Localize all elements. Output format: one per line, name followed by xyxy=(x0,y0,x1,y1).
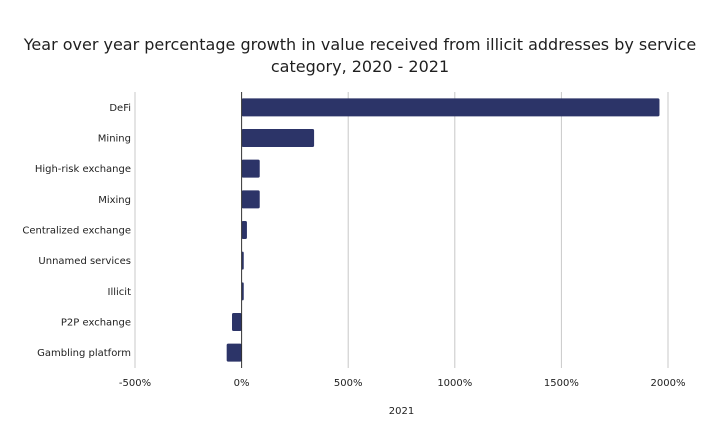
chart-title-line-2: category, 2020 - 2021 xyxy=(270,57,450,76)
x-tick-label: 0% xyxy=(234,378,250,389)
x-axis-label: 2021 xyxy=(389,406,414,417)
x-tick-label: 1000% xyxy=(437,378,472,389)
category-label: Mixing xyxy=(98,195,131,206)
category-label: DeFi xyxy=(109,103,131,114)
gridlines xyxy=(134,92,669,368)
bar xyxy=(232,313,242,331)
bars xyxy=(226,98,660,362)
chart-title: Year over year percentage growth in valu… xyxy=(20,34,700,78)
category-label: Gambling platform xyxy=(37,348,131,359)
bar xyxy=(241,282,244,301)
bar xyxy=(241,221,247,239)
bar xyxy=(241,98,660,117)
bar xyxy=(226,343,242,362)
category-label: Unnamed services xyxy=(38,256,131,267)
bar xyxy=(241,159,260,178)
x-tick-label: 2000% xyxy=(651,378,686,389)
labels: -500% 0% 500% 1000% 1500% 2000% DeFi Mining High… xyxy=(22,103,685,417)
category-label: Centralized exchange xyxy=(22,226,131,237)
chart-title-line-1: Year over year percentage growth in valu… xyxy=(23,35,697,54)
category-label: High-risk exchange xyxy=(35,164,131,175)
category-label: Illicit xyxy=(108,287,132,298)
x-tick-label: 1500% xyxy=(544,378,579,389)
x-tick-label: 500% xyxy=(334,378,363,389)
category-label: Mining xyxy=(98,134,131,145)
bar xyxy=(241,251,244,270)
x-tick-label: -500% xyxy=(119,378,151,389)
category-label: P2P exchange xyxy=(61,318,131,329)
bar xyxy=(241,129,315,147)
bar xyxy=(241,190,260,209)
